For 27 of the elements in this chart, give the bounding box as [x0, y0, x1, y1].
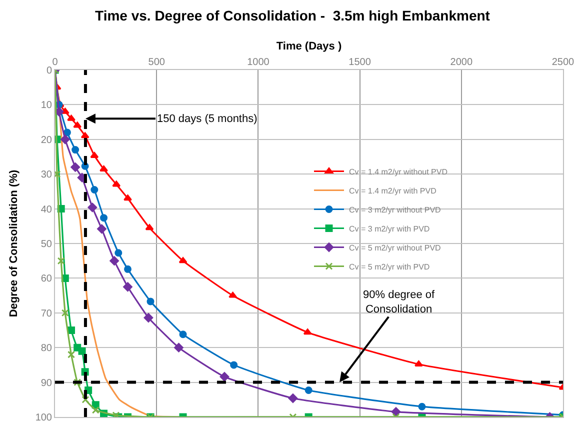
y-tick-label: 50 [40, 239, 52, 250]
annotation: 90% degree of Consolidation [363, 289, 436, 316]
x-tick-label: 2500 [552, 57, 575, 68]
y-axis-title: Degree of Consolidation (%) [8, 170, 20, 318]
x-tick-label: 500 [148, 57, 166, 68]
y-tick-label: 80 [40, 343, 52, 354]
legend-label: Cv = 3 m2/yr without PVD [349, 205, 442, 214]
x-tick-label: 1500 [348, 57, 372, 68]
legend-label: Cv = 5 m2/yr with PVD [349, 262, 430, 272]
x-tick-label: 1000 [247, 57, 270, 68]
y-tick-label: 20 [40, 134, 52, 146]
y-tick-label: 30 [40, 170, 52, 181]
x-tick-label: 2000 [450, 57, 473, 68]
legend-label: Cv = 1.4 m2/yr with PVD [349, 186, 437, 196]
y-tick-label: 90 [40, 378, 52, 389]
y-tick-label: 60 [40, 274, 52, 285]
chart-title: Time vs. Degree of Consolidation - 3.5m high Embankment [95, 8, 490, 24]
y-tick-label: 40 [40, 204, 52, 216]
x-axis-title: Time (Days ) [276, 40, 342, 53]
y-tick-label: 70 [40, 308, 52, 320]
y-tick-label: 0 [46, 66, 52, 76]
annotation: 150 days (5 months) [157, 113, 258, 125]
legend-label: Cv = 3 m2/yr with PVD [349, 224, 430, 234]
y-tick-label: 10 [40, 100, 52, 112]
y-tick-label: 100 [35, 412, 52, 424]
legend-label: Cv = 1.4 m2/yr without PVD [349, 167, 448, 176]
legend-label: Cv = 5 m2/yr without PVD [349, 243, 442, 252]
